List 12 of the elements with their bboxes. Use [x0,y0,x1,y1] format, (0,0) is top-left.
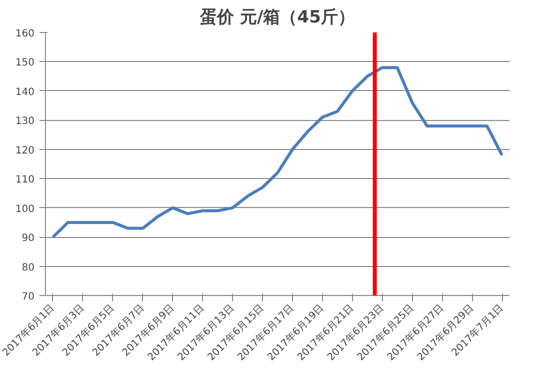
y-tick-label: 140 [15,86,35,98]
y-tick-label: 100 [15,204,35,215]
y-tick-label: 150 [15,58,35,69]
chart-title: 蛋价 元/箱（45斤） [199,8,355,28]
y-tick-label: 120 [15,145,35,156]
y-tick-label: 70 [22,292,35,302]
y-tick-label: 160 [15,28,35,40]
y-tick-label: 110 [15,174,35,186]
y-tick-label: 130 [15,116,35,128]
y-tick-label: 90 [22,233,35,244]
y-tick-label: 80 [22,262,35,274]
line-series [51,66,504,239]
